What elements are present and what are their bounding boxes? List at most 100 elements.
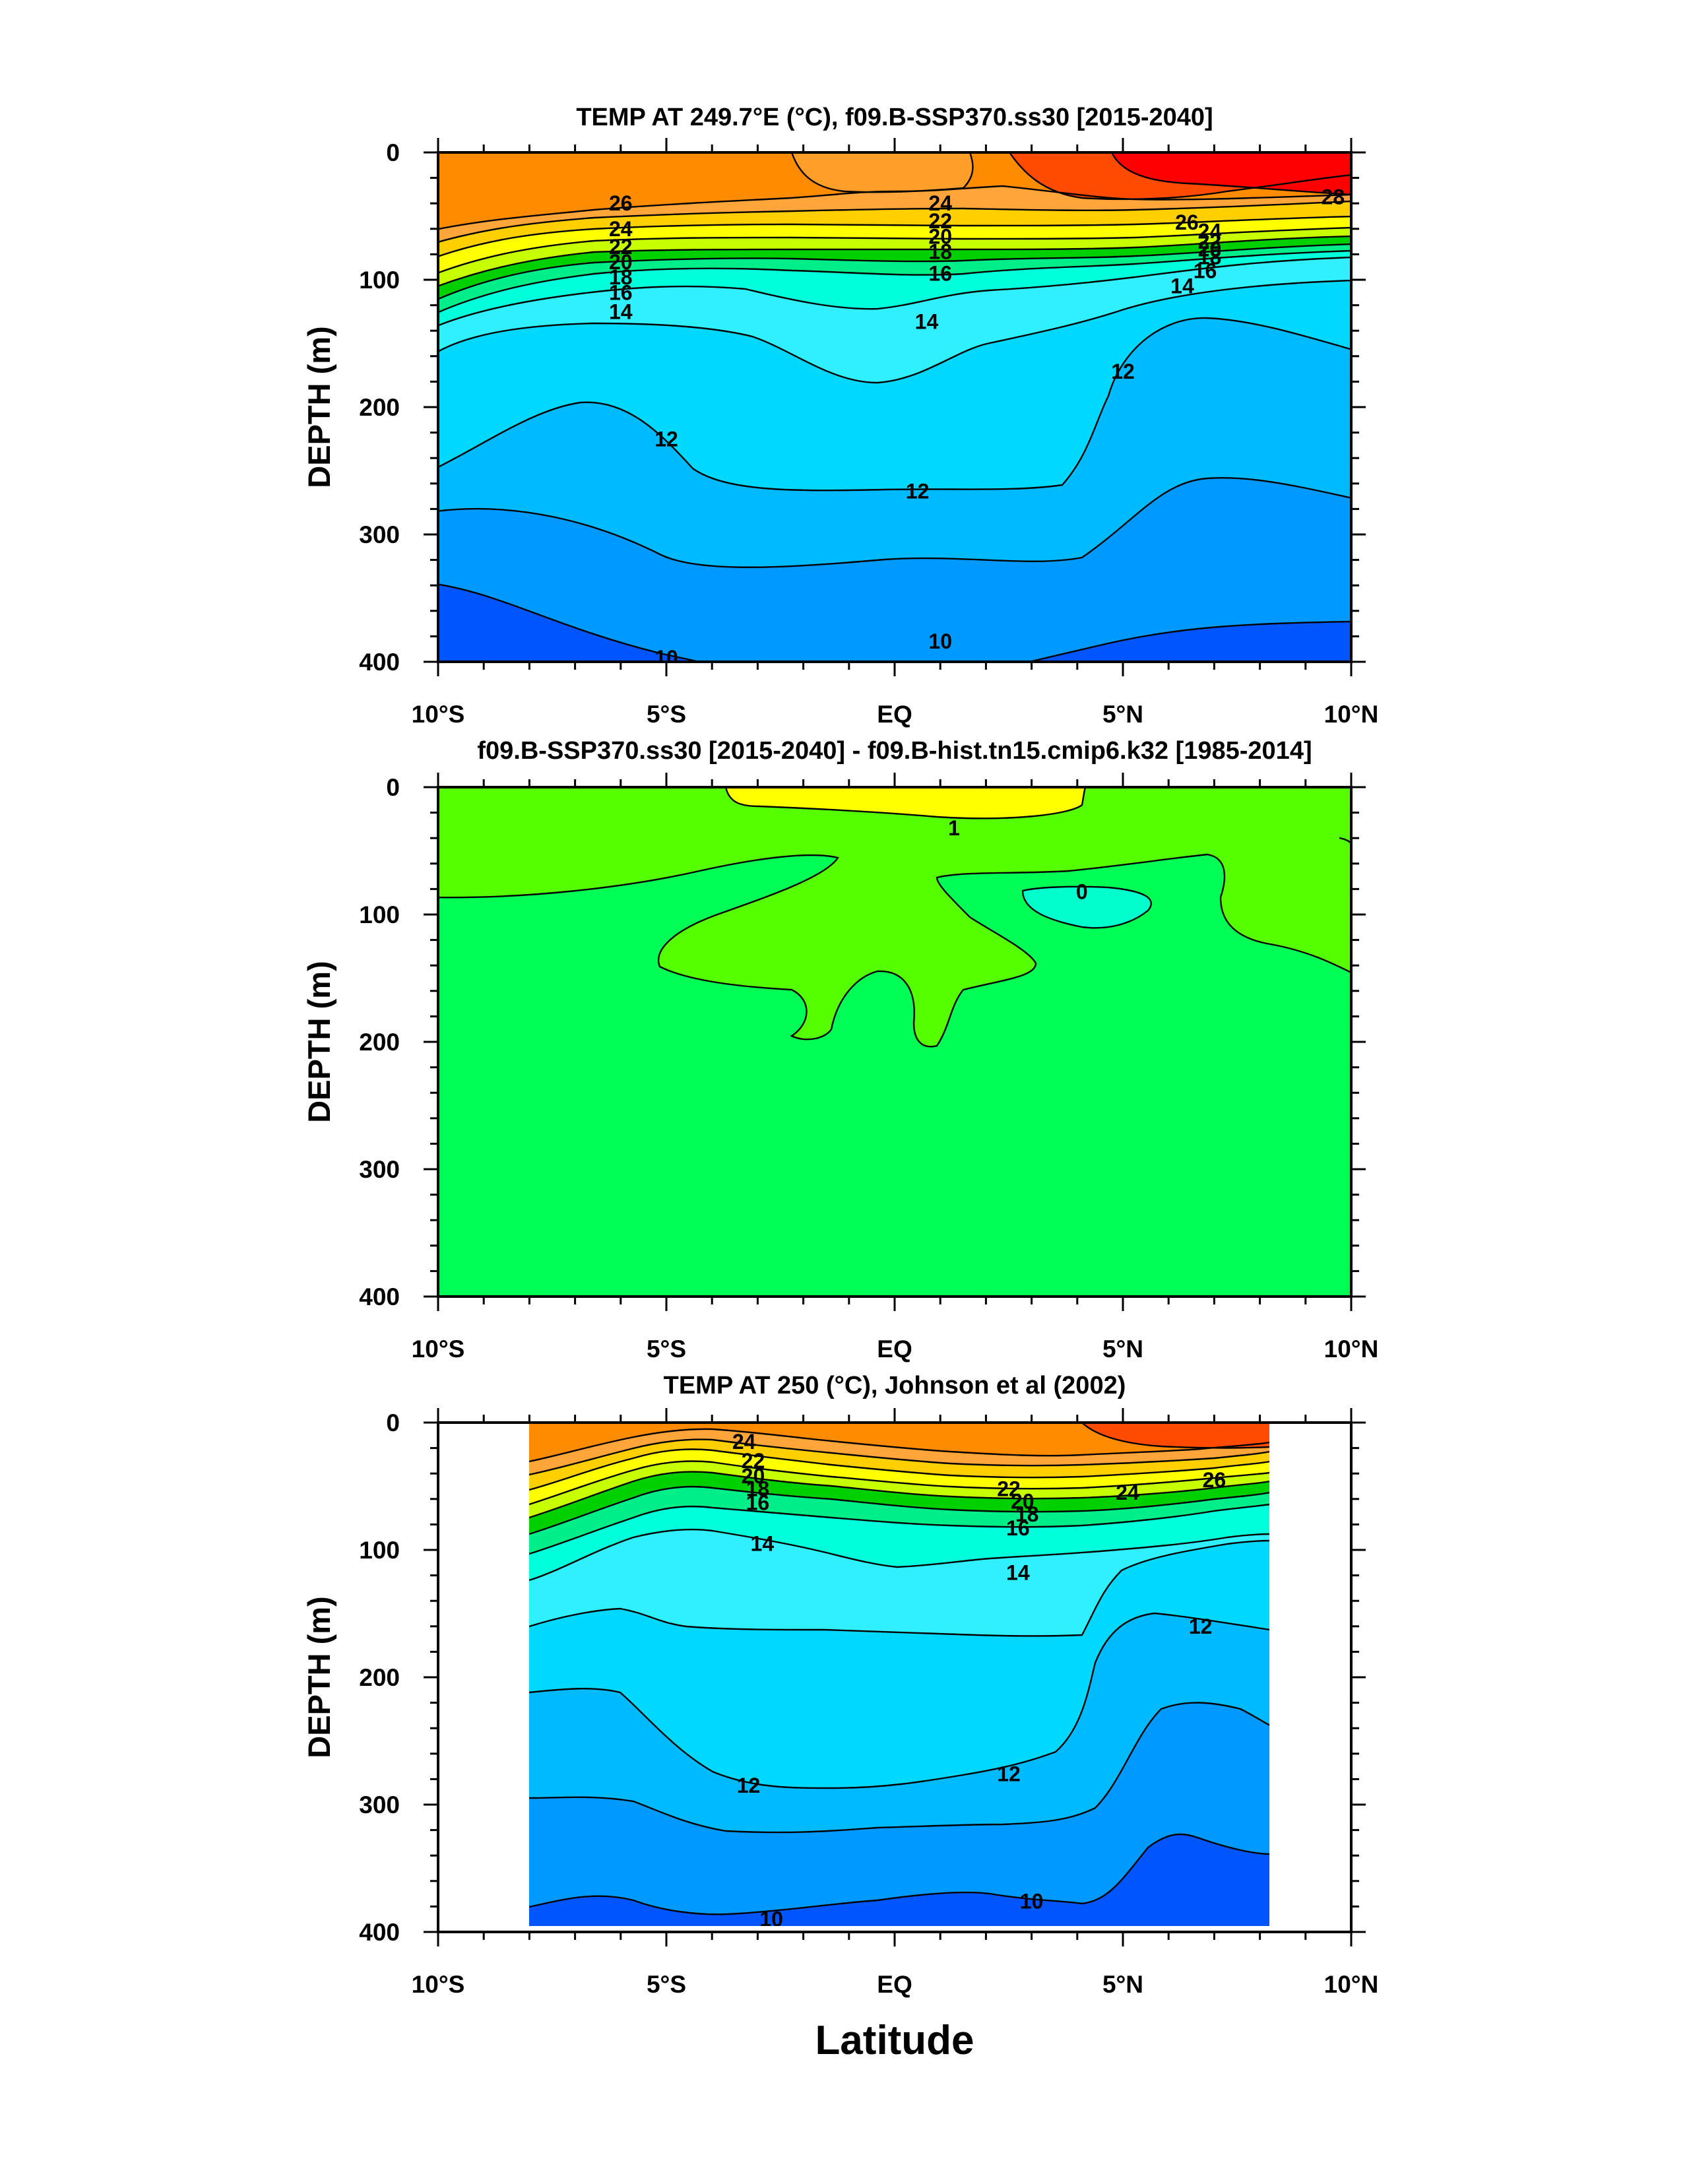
x-tick-label: 5°S — [647, 701, 686, 728]
contour-label: 28 — [1322, 185, 1345, 209]
y-tick-label: 400 — [359, 1919, 400, 1946]
contour-label: 12 — [1189, 1615, 1213, 1638]
contour-label: 10 — [928, 629, 952, 653]
contour-label: 20 — [928, 224, 952, 248]
contour-label: 22 — [997, 1477, 1021, 1500]
band-1 — [726, 787, 1085, 819]
x-tick-label: EQ — [877, 701, 912, 728]
x-tick-label: 10°S — [412, 1335, 465, 1363]
contour-label: 14 — [1006, 1561, 1030, 1585]
y-tick-label: 400 — [359, 1283, 400, 1310]
contour-label: 24 — [609, 217, 633, 241]
x-tick-label: EQ — [877, 1971, 912, 1998]
y-axis-label: DEPTH (m) — [302, 1596, 336, 1758]
contour-lines — [438, 787, 1351, 1048]
band-neg — [1023, 886, 1151, 928]
contour-label: 18 — [1198, 245, 1222, 269]
x-tick-label: 5°S — [647, 1971, 686, 1998]
panel-3-ticks — [424, 1408, 1366, 1946]
contour-label: 0 — [1076, 880, 1088, 903]
x-tick-label: 10°S — [412, 1971, 465, 1998]
panel-1-plot: 2624222018161424222018161412121210102826… — [438, 152, 1351, 670]
x-tick-label: 10°S — [412, 701, 465, 728]
contour-label: 22 — [742, 1449, 765, 1473]
y-tick-label: 400 — [359, 649, 400, 676]
contour-label: 18 — [928, 240, 952, 264]
x-tick-label: 10°N — [1324, 701, 1379, 728]
contour-label: 24 — [732, 1430, 756, 1454]
y-tick-label: 300 — [359, 1156, 400, 1183]
y-tick-label: 100 — [359, 1537, 400, 1564]
contour-label: 24 — [1116, 1481, 1139, 1504]
y-tick-label: 200 — [359, 1029, 400, 1056]
band-28 — [1112, 152, 1351, 195]
y-tick-label: 300 — [359, 521, 400, 548]
contour-label: 22 — [609, 235, 633, 259]
band-24-light — [792, 152, 973, 193]
panel-2: f09.B-SSP370.ss30 [2015-2040] - f09.B-hi… — [302, 737, 1378, 1363]
contour-label: 16 — [609, 280, 633, 304]
y-axis-label: DEPTH (m) — [302, 961, 336, 1122]
x-tick-label: EQ — [877, 1335, 912, 1363]
contour-label: 12 — [654, 427, 678, 451]
y-tick-label: 300 — [359, 1791, 400, 1818]
panel-1-title: TEMP AT 249.7°E (°C), f09.B-SSP370.ss30 … — [576, 104, 1213, 131]
contour-label: 1 — [948, 816, 960, 840]
contour-label: 24 — [1198, 220, 1222, 243]
x-tick-label: 5°N — [1102, 1971, 1143, 1998]
panel-2-plot: 10 — [438, 787, 1351, 1297]
contour-label: 24 — [928, 191, 952, 215]
x-axis-label: Latitude — [815, 2018, 974, 2063]
contour-label: 20 — [1198, 238, 1222, 261]
y-tick-label: 100 — [359, 901, 400, 928]
contour-labels: 2624222018161424222018161412121210102826… — [609, 185, 1345, 670]
contour-label: 26 — [1203, 1468, 1227, 1492]
contour-label: 10 — [759, 1908, 783, 1931]
contour-label: 22 — [928, 209, 952, 233]
contour-label: 12 — [997, 1762, 1021, 1786]
contour-label: 14 — [1170, 274, 1194, 298]
panel-2-title: f09.B-SSP370.ss30 [2015-2040] - f09.B-hi… — [477, 737, 1312, 765]
x-tick-label: 10°N — [1324, 1971, 1379, 1998]
contour-label: 26 — [1175, 210, 1199, 234]
contour-label: 20 — [1011, 1490, 1035, 1514]
x-tick-label: 10°N — [1324, 1335, 1379, 1363]
x-tick-label: 5°N — [1102, 1335, 1143, 1363]
contour-label: 16 — [1006, 1516, 1030, 1540]
contour-label: 12 — [1111, 360, 1135, 383]
band-26 — [1082, 1423, 1269, 1448]
y-tick-label: 0 — [386, 1409, 400, 1436]
contour-label: 14 — [915, 310, 939, 334]
x-tick-label: 5°S — [647, 1335, 686, 1363]
contour-lines — [529, 1423, 1269, 1915]
contour-label: 18 — [609, 265, 633, 289]
x-tick-label: 5°N — [1102, 701, 1143, 728]
contour-label: 26 — [609, 191, 633, 215]
y-tick-label: 0 — [386, 774, 400, 801]
contour-lines — [438, 152, 1351, 662]
panel-3: TEMP AT 250 (°C), Johnson et al (2002) — [302, 1372, 1378, 1998]
y-tick-label: 200 — [359, 1664, 400, 1691]
y-tick-label: 100 — [359, 267, 400, 294]
contour-labels: 10 — [948, 816, 1088, 904]
contour-label: 10 — [654, 646, 678, 670]
contour-label: 18 — [1015, 1502, 1039, 1526]
contour-label: 12 — [906, 479, 930, 503]
contour-label: 22 — [1198, 230, 1222, 253]
contour-label: 12 — [737, 1774, 761, 1797]
panel-3-title: TEMP AT 250 (°C), Johnson et al (2002) — [664, 1372, 1126, 1399]
band-24 — [529, 1423, 1269, 1461]
y-tick-label: 200 — [359, 394, 400, 421]
contour-label: 16 — [746, 1491, 770, 1515]
contour-label: 10 — [1020, 1890, 1044, 1913]
y-tick-label: 0 — [386, 139, 400, 166]
contour-label: 14 — [751, 1531, 775, 1555]
y-axis-label: DEPTH (m) — [302, 326, 336, 488]
contour-label: 20 — [609, 250, 633, 274]
panel-1-ticks — [424, 138, 1366, 676]
contour-label: 16 — [928, 261, 952, 285]
contour-label: 16 — [1194, 259, 1217, 282]
